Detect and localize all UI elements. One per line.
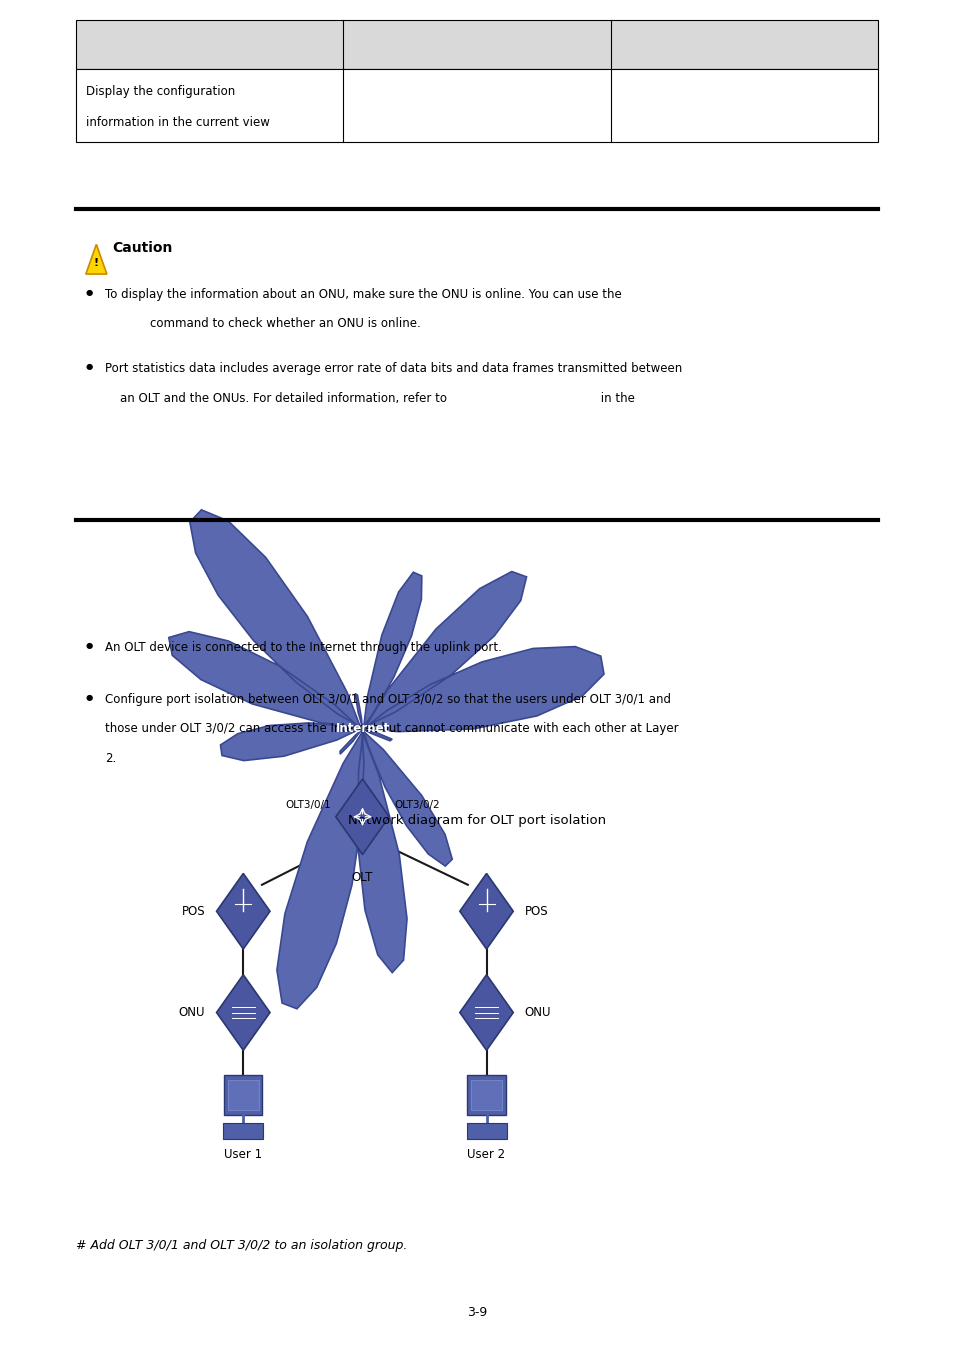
Polygon shape [169,510,603,1008]
Text: OLT: OLT [352,871,373,884]
Text: those under OLT 3/0/2 can access the Internet but cannot communicate with each o: those under OLT 3/0/2 can access the Int… [105,722,678,736]
Text: OLT3/0/1: OLT3/0/1 [285,801,331,810]
Text: An OLT device is connected to the Internet through the uplink port.: An OLT device is connected to the Intern… [105,641,501,655]
Polygon shape [216,873,270,949]
Text: ONU: ONU [524,1006,551,1019]
Text: User 1: User 1 [224,1148,262,1161]
Text: ●: ● [86,362,93,371]
Text: Port statistics data includes average error rate of data bits and data frames tr: Port statistics data includes average er… [105,362,681,375]
FancyBboxPatch shape [76,69,877,142]
Polygon shape [335,779,389,855]
FancyBboxPatch shape [223,1123,263,1139]
Polygon shape [459,873,513,949]
FancyBboxPatch shape [467,1075,505,1115]
Text: # Add OLT 3/0/1 and OLT 3/0/2 to an isolation group.: # Add OLT 3/0/1 and OLT 3/0/2 to an isol… [76,1239,407,1253]
FancyBboxPatch shape [76,20,877,69]
Text: information in the current view: information in the current view [86,116,270,130]
Text: 3-9: 3-9 [466,1305,487,1319]
Text: Internet: Internet [335,722,389,736]
FancyBboxPatch shape [224,1075,262,1115]
Text: To display the information about an ONU, make sure the ONU is online. You can us: To display the information about an ONU,… [105,288,621,301]
Text: ●: ● [86,288,93,297]
Text: command to check whether an ONU is online.: command to check whether an ONU is onlin… [105,317,420,331]
Text: Caution: Caution [112,242,172,255]
Text: User 2: User 2 [467,1148,505,1161]
Text: ●: ● [86,641,93,651]
Text: Network diagram for OLT port isolation: Network diagram for OLT port isolation [348,814,605,828]
FancyBboxPatch shape [466,1123,506,1139]
Text: POS: POS [181,904,205,918]
Text: Display the configuration: Display the configuration [86,85,234,99]
Text: POS: POS [524,904,548,918]
Text: !: ! [93,258,99,269]
Text: Configure port isolation between OLT 3/0/1 and OLT 3/0/2 so that the users under: Configure port isolation between OLT 3/0… [105,693,670,706]
FancyBboxPatch shape [471,1080,501,1110]
Text: OLT3/0/2: OLT3/0/2 [394,801,439,810]
Text: ONU: ONU [178,1006,205,1019]
Polygon shape [86,244,107,274]
FancyBboxPatch shape [228,1080,258,1110]
Text: 2.: 2. [105,752,116,765]
Text: ●: ● [86,693,93,702]
Text: an OLT and the ONUs. For detailed information, refer to                         : an OLT and the ONUs. For detailed inform… [105,392,634,405]
Polygon shape [459,975,513,1050]
Polygon shape [216,975,270,1050]
